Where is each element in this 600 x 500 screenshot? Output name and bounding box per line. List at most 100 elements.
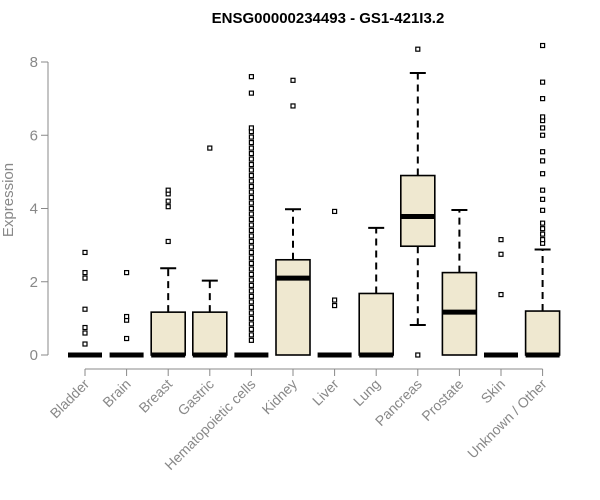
- outlier-point: [82, 341, 88, 347]
- box-gastric: [192, 145, 228, 358]
- box-iqr: [358, 292, 395, 356]
- y-tick-label: 0: [30, 347, 38, 364]
- outlier-point: [539, 114, 546, 120]
- outlier-point: [248, 337, 254, 343]
- box-kidney: [275, 77, 311, 356]
- outlier-point: [248, 321, 254, 327]
- outlier-point: [498, 237, 504, 243]
- outlier-point: [248, 150, 254, 157]
- box-brain: [109, 269, 144, 358]
- outlier-point: [248, 288, 254, 294]
- outlier-point: [82, 249, 88, 256]
- outlier-point: [248, 211, 254, 217]
- outlier-point: [123, 335, 130, 342]
- outlier-point: [498, 251, 504, 257]
- boxes-group: [68, 42, 561, 358]
- outlier-point: [248, 134, 254, 140]
- outlier-point: [248, 216, 254, 223]
- outlier-point: [539, 231, 546, 237]
- box-bladder: [68, 249, 102, 358]
- box-iqr: [150, 311, 186, 356]
- x-tick-label: Lung: [350, 376, 383, 409]
- box-iqr: [275, 258, 311, 356]
- outlier-point: [248, 299, 254, 305]
- x-tick-label: Unknown / Other: [464, 376, 550, 462]
- box-unknown-other: [524, 42, 561, 358]
- x-tick-label: Liver: [309, 376, 342, 409]
- box-iqr: [399, 174, 436, 248]
- outlier-point: [248, 266, 254, 272]
- outlier-point: [82, 269, 88, 276]
- outlier-point: [539, 220, 546, 226]
- outlier-point: [248, 205, 254, 212]
- box-liver: [317, 208, 352, 358]
- outlier-point: [248, 293, 254, 299]
- outlier-point: [415, 352, 421, 358]
- outlier-point: [248, 189, 254, 195]
- outlier-point: [539, 187, 546, 193]
- outlier-point: [248, 156, 254, 162]
- outlier-point: [248, 310, 254, 316]
- box-pancreas: [399, 46, 436, 358]
- chart-title: ENSG00000234493 - GS1-421I3.2: [212, 10, 445, 27]
- x-tick-label: Prostate: [418, 376, 466, 424]
- outlier-point: [498, 291, 504, 298]
- outlier-point: [248, 178, 254, 184]
- y-axis-label: Expression: [0, 163, 17, 237]
- outlier-point: [539, 125, 546, 131]
- outlier-point: [290, 103, 296, 109]
- outlier-point: [248, 183, 254, 190]
- outlier-point: [248, 90, 254, 96]
- outlier-point: [248, 200, 254, 206]
- outlier-point: [539, 79, 546, 85]
- outlier-point: [248, 222, 254, 228]
- outlier-point: [248, 145, 254, 151]
- outlier-point: [248, 315, 254, 321]
- y-axis: 0 2 4 6 8: [30, 54, 49, 364]
- x-tick-label: Breast: [135, 376, 175, 416]
- x-tick-label: Bladder: [47, 376, 93, 422]
- outlier-point: [82, 275, 88, 281]
- outlier-point: [248, 282, 254, 289]
- box-hematopoietic-cells: [234, 74, 269, 358]
- outlier-point: [248, 125, 254, 131]
- outlier-point: [248, 326, 254, 332]
- outlier-point: [290, 77, 296, 83]
- outlier-point: [539, 132, 546, 138]
- outlier-point: [82, 306, 88, 312]
- outlier-point: [123, 313, 130, 320]
- box-breast: [150, 187, 186, 358]
- x-tick-label: Skin: [478, 376, 509, 407]
- box-prostate: [441, 208, 478, 356]
- outlier-point: [539, 42, 546, 49]
- outlier-point: [248, 238, 254, 245]
- outlier-point: [248, 74, 254, 80]
- outlier-point: [415, 46, 421, 52]
- outlier-point: [165, 238, 171, 245]
- box-iqr: [192, 311, 228, 356]
- y-tick-label: 6: [30, 127, 38, 144]
- outlier-point: [165, 204, 171, 210]
- outlier-point: [539, 149, 546, 155]
- outlier-point: [165, 198, 171, 204]
- outlier-point: [248, 304, 254, 310]
- outlier-point: [248, 249, 254, 256]
- outlier-point: [207, 145, 213, 151]
- outlier-point: [248, 332, 254, 338]
- outlier-point: [332, 302, 338, 309]
- outlier-point: [248, 271, 254, 278]
- outlier-point: [248, 167, 254, 173]
- outlier-point: [248, 277, 254, 283]
- outlier-point: [332, 297, 338, 303]
- outlier-point: [332, 208, 338, 215]
- outlier-point: [248, 194, 254, 201]
- outlier-point: [248, 233, 254, 239]
- outlier-point: [539, 207, 546, 213]
- box-lung: [358, 226, 395, 358]
- outlier-point: [82, 330, 88, 336]
- outlier-point: [248, 255, 254, 261]
- outlier-point: [539, 96, 546, 102]
- outlier-point: [82, 324, 88, 331]
- outlier-point: [539, 226, 546, 232]
- outlier-point: [123, 269, 130, 276]
